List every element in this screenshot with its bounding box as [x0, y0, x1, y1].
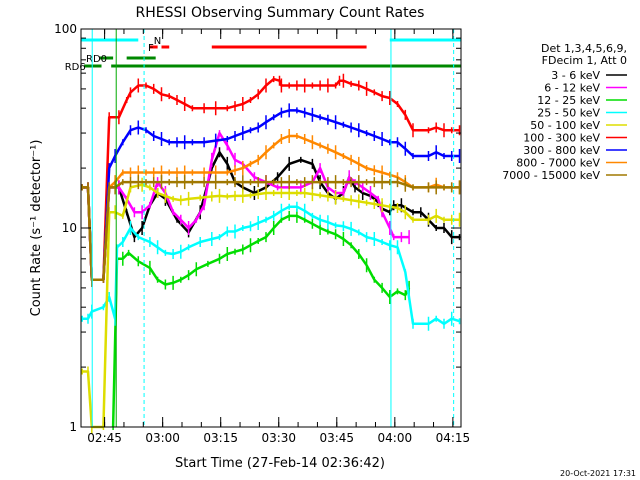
legend-label: 3 - 6 keV — [551, 69, 600, 82]
flag-label: F — [148, 43, 154, 54]
x-tick-label: 03:30 — [261, 431, 296, 445]
legend-header: FDecim 1, Att 0 — [542, 54, 627, 67]
series-line-5 — [82, 77, 460, 281]
series-noise-3 — [81, 201, 461, 331]
axes: 1 10 100 02:45 03:00 03:15 03:30 03:45 04:00 04:1… — [54, 22, 470, 445]
x-tick-label: 03:45 — [319, 431, 354, 445]
series-line-4 — [82, 183, 460, 429]
legend-label: 100 - 300 keV — [523, 132, 600, 145]
y-axis-label: Count Rate (s⁻¹ detector⁻¹) — [29, 140, 44, 317]
legend-label: 50 - 100 keV — [530, 119, 600, 132]
x-axis-label: Start Time (27-Feb-14 02:36:42) — [175, 456, 385, 471]
chart-title: RHESSI Observing Summary Count Rates — [136, 5, 425, 21]
flag-label: N — [154, 36, 161, 47]
y-tick-label: 100 — [54, 22, 77, 36]
legend-label: 300 - 800 keV — [523, 144, 600, 157]
series-line-6 — [82, 109, 460, 281]
timestamp: 20-Oct-2021 17:31 — [560, 469, 636, 478]
flag-label: RD0 — [86, 54, 107, 65]
y-tick-label: 10 — [62, 221, 77, 235]
legend: Det 1,3,4,5,6,9,FDecim 1, Att 0 3 - 6 keV… — [502, 42, 627, 182]
series-noise-4 — [81, 177, 461, 434]
y-tick-label: 1 — [69, 420, 77, 434]
series-lines — [81, 73, 461, 434]
flag-label: RD6 — [65, 62, 86, 73]
legend-label: 800 - 7000 keV — [516, 157, 600, 170]
series-noise-8 — [81, 175, 461, 287]
legend-label: 12 - 25 keV — [537, 94, 600, 107]
x-tick-label: 04:15 — [436, 431, 471, 445]
legend-header: Det 1,3,4,5,6,9, — [541, 42, 627, 55]
legend-label: 6 - 12 keV — [544, 82, 600, 95]
x-tick-label: 03:15 — [203, 431, 238, 445]
x-tick-label: 02:45 — [87, 431, 122, 445]
x-tick-label: 04:00 — [378, 431, 413, 445]
legend-label: 7000 - 15000 keV — [502, 169, 600, 182]
x-tick-label: 03:00 — [145, 431, 180, 445]
legend-label: 25 - 50 keV — [537, 107, 600, 120]
series-line-1 — [82, 131, 410, 281]
